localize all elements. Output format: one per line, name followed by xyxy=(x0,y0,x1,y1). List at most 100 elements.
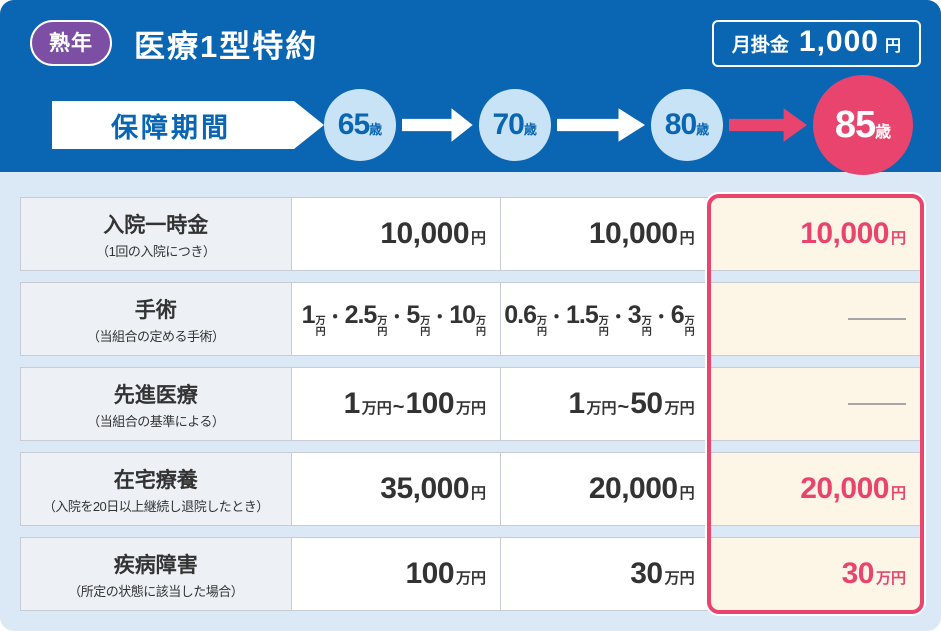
row-header: 手術 （当組合の定める手術） xyxy=(21,283,292,355)
row-sublabel: （当組合の定める手術） xyxy=(87,328,225,344)
value-text: 10,000 円 xyxy=(589,217,695,251)
benefit-value-highlighted xyxy=(709,283,920,355)
unit-stacked: 万円 xyxy=(377,316,388,338)
table-row: 先進医療 （当組合の基準による） 1 万円 ~100 万円 1 万円 ~50 万円 xyxy=(20,367,921,441)
value-number: 20,000 xyxy=(800,472,889,505)
age-circle-text: 70 歳 xyxy=(492,108,536,142)
value-text: 1 万円・ 2.5 万円・ 5 万円・ 10 万円 xyxy=(302,301,487,338)
value-number: 100 xyxy=(405,557,455,590)
unit-stacked: 万円 xyxy=(537,316,548,338)
value-unit: ・ xyxy=(609,308,627,327)
value-number: 10 xyxy=(449,301,476,329)
age-circle-text: 85 歳 xyxy=(835,104,891,147)
value-number: 30 xyxy=(841,557,875,590)
age-unit: 歳 xyxy=(875,123,892,141)
value-unit: 万円 xyxy=(664,570,695,587)
row-sublabel: （入院を20日以上継続し退院したとき） xyxy=(42,498,269,514)
row-label: 先進医療 xyxy=(113,383,198,407)
value-unit: 円 xyxy=(471,485,487,502)
value-number: 10,000 xyxy=(588,217,678,250)
value-text: 30 万円 xyxy=(842,557,906,591)
value-number: 20,000 xyxy=(588,472,678,505)
value-unit: 円 xyxy=(890,485,906,502)
premium-value: 1,000 xyxy=(798,24,879,58)
not-applicable-dash xyxy=(847,403,906,405)
arrow-right-icon xyxy=(556,108,645,142)
arrow-right-icon xyxy=(402,108,473,142)
value-text: 1 万円 ~50 万円 xyxy=(568,387,694,421)
value-unit: 円 xyxy=(679,485,695,502)
value-text: 10,000 円 xyxy=(800,217,906,251)
not-applicable-dash xyxy=(847,318,906,320)
row-sublabel: （所定の状態に該当した場合） xyxy=(68,583,244,599)
benefit-value: 30 万円 xyxy=(501,538,710,610)
value-number: 1 xyxy=(343,387,361,420)
benefit-value: 1 万円・ 2.5 万円・ 5 万円・ 10 万円 xyxy=(292,283,502,355)
value-text: 0.6 万円・ 1.5 万円・ 3 万円・ 6 万円 xyxy=(504,301,695,338)
age-circle-70: 70 歳 xyxy=(478,89,551,161)
value-unit: 円 xyxy=(679,230,695,247)
value-unit: ~ xyxy=(617,396,630,418)
unit-stacked: 万円 xyxy=(315,316,326,338)
benefit-value-highlighted: 30 万円 xyxy=(709,538,920,610)
value-unit: 万円 xyxy=(456,570,487,587)
benefit-value: 1 万円 ~100 万円 xyxy=(292,368,502,440)
value-number: 30 xyxy=(630,557,663,590)
value-text: 100 万円 xyxy=(405,557,486,591)
coverage-timeline: 保障期間 65 歳 70 歳 80 歳 xyxy=(30,75,921,180)
value-number: 10,000 xyxy=(800,217,889,250)
age-number: 85 xyxy=(834,103,876,146)
row-sublabel: （当組合の基準による） xyxy=(87,413,225,429)
row-label: 疾病障害 xyxy=(113,553,198,577)
value-text: 10,000 円 xyxy=(380,217,486,251)
row-header: 在宅療養 （入院を20日以上継続し退院したとき） xyxy=(21,453,292,525)
premium-label: 月掛金 xyxy=(731,34,789,56)
value-number: 6 xyxy=(670,301,685,329)
age-number: 70 xyxy=(492,108,524,141)
benefit-value: 100 万円 xyxy=(292,538,502,610)
value-number: 2.5 xyxy=(344,301,378,329)
benefit-rows: 入院一時金 （1回の入院につき） 10,000 円 10,000 円 10,000 円手術 （当… xyxy=(20,197,921,611)
header: 熟年 医療1型特約 月掛金 1,000 円 保障期間 65 歳 70 歳 xyxy=(0,0,941,175)
age-unit: 歳 xyxy=(523,122,537,137)
benefit-value: 10,000 円 xyxy=(501,198,710,270)
value-unit: ・ xyxy=(326,308,344,327)
benefit-value: 20,000 円 xyxy=(501,453,710,525)
value-unit: 円 xyxy=(890,230,906,247)
unit-stacked: 万円 xyxy=(476,316,487,338)
value-number: 0.6 xyxy=(504,301,537,329)
value-number: 1 xyxy=(568,387,585,420)
value-unit: 万円 xyxy=(456,400,487,417)
table-row: 入院一時金 （1回の入院につき） 10,000 円 10,000 円 10,000 円 xyxy=(20,197,921,271)
row-label: 在宅療養 xyxy=(113,468,198,492)
benefit-value: 10,000 円 xyxy=(292,198,502,270)
row-sublabel: （1回の入院につき） xyxy=(96,243,216,259)
row-header: 先進医療 （当組合の基準による） xyxy=(21,368,292,440)
unit-stacked: 万円 xyxy=(641,316,652,338)
age-group-badge: 熟年 xyxy=(30,20,112,66)
value-unit: ・ xyxy=(388,308,406,327)
age-unit: 歳 xyxy=(696,122,710,137)
row-label: 手術 xyxy=(134,298,177,322)
value-number: 5 xyxy=(406,301,420,329)
row-header: 疾病障害 （所定の状態に該当した場合） xyxy=(21,538,292,610)
benefit-value: 0.6 万円・ 1.5 万円・ 3 万円・ 6 万円 xyxy=(501,283,710,355)
table-row: 在宅療養 （入院を20日以上継続し退院したとき） 35,000 円 20,000 円 20,… xyxy=(20,452,921,526)
benefit-value-highlighted xyxy=(709,368,920,440)
value-unit: 万円 xyxy=(361,400,392,417)
value-unit: ~ xyxy=(392,396,405,418)
value-text: 20,000 円 xyxy=(800,472,906,506)
value-number: 3 xyxy=(627,301,642,329)
row-label: 入院一時金 xyxy=(103,213,209,237)
unit-stacked: 万円 xyxy=(684,316,695,338)
age-number: 65 xyxy=(337,108,370,141)
benefit-value: 35,000 円 xyxy=(292,453,502,525)
value-unit: ・ xyxy=(652,308,670,327)
age-circle-text: 65 歳 xyxy=(338,108,382,142)
value-text: 30 万円 xyxy=(630,557,694,591)
table-row: 手術 （当組合の定める手術） 1 万円・ 2.5 万円・ 5 万円・ 10 万円 0.6 万円・ 1.5… xyxy=(20,282,921,356)
arrow-right-pink-icon xyxy=(729,108,807,142)
value-number: 100 xyxy=(405,387,455,420)
age-circle-80: 80 歳 xyxy=(651,89,723,161)
value-text: 35,000 円 xyxy=(380,472,486,506)
